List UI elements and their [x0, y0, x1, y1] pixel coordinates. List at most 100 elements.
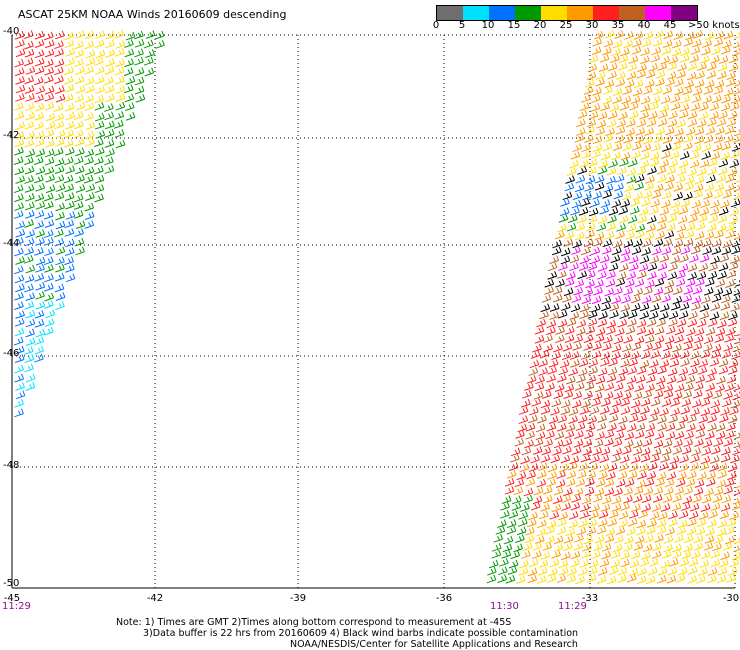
wind-barb: [64, 192, 75, 201]
wind-barb: [659, 311, 669, 320]
wind-barb: [687, 118, 698, 128]
wind-barb: [733, 39, 740, 49]
wind-barb: [644, 534, 654, 544]
wind-barb: [717, 214, 727, 224]
wind-barb: [510, 550, 520, 560]
wind-barb: [673, 239, 684, 248]
wind-barb: [25, 328, 35, 338]
wind-barb: [24, 184, 35, 193]
wind-barb: [690, 358, 700, 368]
wind-barb: [640, 95, 651, 105]
wind-barb: [664, 335, 675, 345]
wind-barb: [714, 334, 725, 343]
wind-barb: [618, 510, 629, 520]
wind-barb: [581, 143, 592, 153]
wind-barb: [730, 255, 740, 264]
wind-barb: [731, 245, 740, 255]
wind-barb: [713, 487, 724, 496]
wind-barb: [731, 142, 740, 152]
wind-barb: [671, 502, 682, 512]
wind-barb: [534, 334, 545, 344]
wind-barb: [515, 534, 525, 543]
wind-barb: [556, 518, 567, 527]
wind-barb: [505, 574, 516, 584]
wind-barb: [528, 511, 538, 521]
wind-barb: [705, 278, 715, 287]
wind-barb: [591, 149, 601, 159]
wind-barb: [154, 30, 165, 40]
wind-barb: [513, 486, 524, 496]
wind-barb: [563, 238, 574, 247]
wind-barb: [54, 138, 65, 147]
wind-barb: [44, 156, 55, 166]
wind-barb: [145, 30, 156, 39]
wind-barb: [611, 295, 622, 305]
wind-barb: [644, 231, 655, 240]
wind-barb: [612, 87, 623, 97]
wind-barb: [649, 151, 660, 161]
wind-barb: [705, 373, 716, 383]
wind-barb: [581, 295, 592, 305]
wind-barb: [710, 558, 721, 568]
wind-barb: [584, 487, 595, 496]
wind-barb: [730, 303, 740, 312]
wind-barb: [629, 101, 639, 111]
wind-barb: [693, 189, 703, 199]
wind-barb: [584, 134, 594, 143]
wind-barb: [15, 48, 26, 58]
wind-barb: [547, 463, 558, 473]
wind-barb: [680, 245, 691, 255]
wind-barb: [55, 85, 65, 95]
wind-barb: [663, 383, 674, 393]
wind-barb: [643, 31, 654, 40]
wind-barb: [718, 365, 729, 375]
wind-barb: [520, 550, 531, 559]
wind-barb: [673, 183, 683, 192]
wind-barb: [94, 165, 104, 175]
wind-barb: [556, 373, 567, 383]
wind-barb: [65, 111, 76, 121]
wind-barb: [510, 447, 521, 457]
wind-barb: [523, 487, 534, 497]
wind-barb: [535, 535, 545, 544]
wind-barb: [677, 471, 687, 481]
wind-barb: [507, 566, 518, 575]
wind-barb: [654, 326, 665, 336]
wind-barb: [726, 422, 736, 432]
wind-barb: [604, 437, 614, 447]
wind-barb: [661, 246, 672, 256]
wind-barb: [664, 478, 675, 488]
wind-barb: [515, 575, 526, 585]
wind-barb: [678, 463, 689, 473]
wind-barb: [636, 69, 646, 79]
wind-barb: [639, 302, 650, 312]
wind-barb: [729, 207, 739, 217]
wind-barb: [585, 279, 595, 289]
wind-barb: [707, 422, 717, 432]
wind-barb: [626, 573, 637, 583]
wind-barb: [729, 159, 740, 168]
wind-barb: [572, 191, 583, 201]
wind-barb: [579, 503, 590, 513]
wind-barb: [732, 391, 740, 401]
wind-barb: [614, 134, 625, 144]
wind-barb: [612, 398, 622, 408]
wind-barb: [590, 454, 600, 464]
wind-barb: [35, 281, 46, 291]
wind-barb: [632, 494, 643, 503]
wind-barb: [35, 237, 45, 246]
wind-barb: [621, 343, 632, 353]
wind-barb: [641, 503, 652, 513]
wind-barb: [588, 207, 599, 217]
wind-barb: [701, 494, 712, 504]
wind-barb: [563, 534, 574, 544]
wind-barb: [705, 527, 715, 537]
wind-barb: [672, 286, 683, 295]
wind-barb: [579, 159, 589, 168]
wind-barb: [618, 263, 629, 272]
wind-barb: [706, 574, 717, 584]
wind-barb: [536, 519, 547, 529]
wind-barb: [638, 263, 649, 272]
wind-barb: [620, 551, 631, 560]
wind-barb: [616, 423, 627, 433]
